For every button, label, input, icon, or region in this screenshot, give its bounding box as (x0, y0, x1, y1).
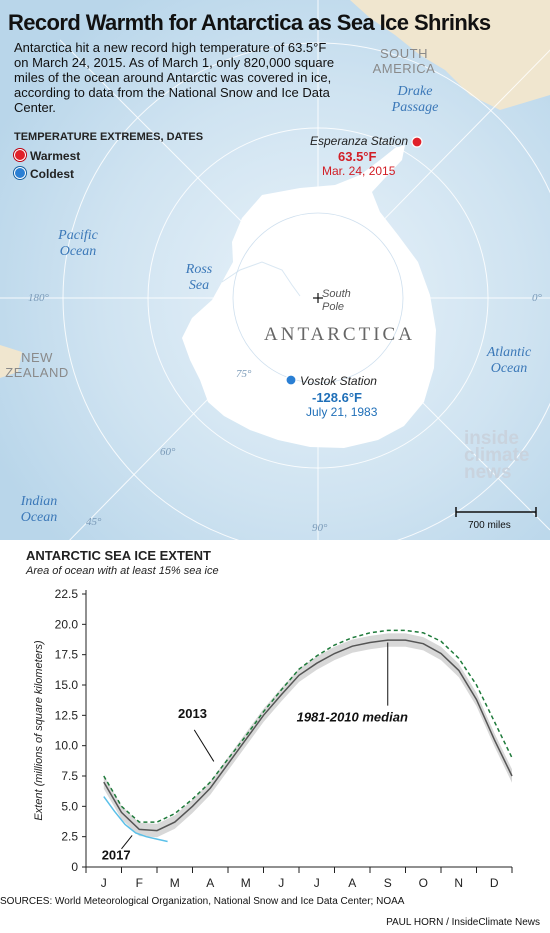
drake-passage-label: Drake Passage (391, 84, 439, 115)
degree-90-label: 90° (312, 522, 328, 534)
intro-paragraph: Antarctica hit a new record high tempera… (14, 40, 335, 115)
esperanza-station-dot (411, 136, 423, 148)
map-graphic (0, 0, 550, 540)
legend-coldest: Coldest (14, 167, 74, 181)
vostok-station-dot (285, 374, 297, 386)
legend-warmest: Warmest (14, 149, 80, 163)
indian-ocean-label: Indian Ocean (20, 494, 58, 525)
vostok-temp: -128.6°F (312, 390, 363, 405)
x-tick-label: M (170, 876, 180, 890)
x-tick-label: J (278, 876, 284, 890)
new-zealand-label: NEW ZEALAND (5, 350, 69, 380)
red-dot-icon (14, 149, 26, 161)
chart-subtitle: Area of ocean with at least 15% sea ice (26, 565, 219, 577)
y-tick-label: 0 (71, 860, 78, 874)
esperanza-date: Mar. 24, 2015 (322, 164, 396, 178)
x-tick-label: D (490, 876, 499, 890)
esperanza-station: Esperanza Station (310, 134, 408, 148)
vostok-date: July 21, 1983 (306, 405, 378, 419)
y-axis-title: Extent (millions of square kilometers) (33, 640, 45, 821)
annotation-2017: 2017 (102, 848, 131, 863)
antarctica-ice-sheet (182, 145, 436, 448)
vostok-station-name: Vostok Station (300, 374, 377, 388)
new-zealand-landmass (0, 345, 22, 378)
x-tick-label: N (454, 876, 463, 890)
x-tick-label: A (206, 876, 214, 890)
sea-ice-chart: 0 2.5 5.0 7.5 10.0 12.5 15.0 17.5 20.0 22.5 J F M A M J… (33, 587, 513, 890)
x-tick-label: M (241, 876, 251, 890)
series-line-2017 (103, 796, 168, 843)
legend-title: TEMPERATURE EXTREMES, DATES (14, 131, 204, 143)
y-tick-label: 22.5 (55, 587, 79, 601)
sources-line: SOURCES: World Meteorological Organizati… (0, 896, 405, 907)
legend-coldest-label: Coldest (30, 167, 75, 181)
south-america-landmass (350, 0, 550, 110)
degree-0-label: 0° (532, 292, 542, 304)
blue-dot-icon (14, 167, 26, 179)
scale-bar (455, 507, 537, 517)
south-pole-label: South Pole (322, 288, 351, 313)
annotation-2013: 2013 (178, 706, 207, 721)
annotation-median: 1981-2010 median (297, 709, 408, 724)
y-tick-label: 17.5 (55, 648, 79, 662)
x-tick-label: F (136, 876, 143, 890)
antarctica-map: Record Warmth for Antarctica as Sea Ice … (0, 0, 550, 540)
degree-60-label: 60° (160, 446, 176, 458)
annotation-2013-leader (193, 729, 215, 762)
y-tick-label: 20.0 (55, 617, 79, 631)
degree-45-label: 45° (86, 516, 102, 528)
x-tick-label: J (101, 876, 107, 890)
page-title: Record Warmth for Antarctica as Sea Ice … (8, 10, 491, 35)
annotation-2017-leader (121, 835, 133, 850)
x-tick-label: S (384, 876, 392, 890)
chart-title: ANTARCTIC SEA ICE EXTENT (26, 548, 211, 563)
y-tick-label: 5.0 (61, 799, 78, 813)
y-tick-label: 2.5 (61, 830, 78, 844)
x-tick-label: A (348, 876, 356, 890)
south-pole-cross (313, 293, 323, 303)
inside-climate-news-logo: inside climate news (464, 428, 530, 483)
ross-sea-label: Ross Sea (185, 262, 213, 293)
esperanza-station-name: Esperanza Station (310, 134, 409, 148)
x-tick-label: J (314, 876, 320, 890)
legend-warmest-label: Warmest (30, 149, 81, 163)
x-tick-label: O (419, 876, 428, 890)
y-tick-label: 10.0 (55, 739, 79, 753)
degree-75-label: 75° (236, 368, 252, 380)
y-tick-label: 15.0 (55, 678, 79, 692)
y-tick-label: 12.5 (55, 708, 79, 722)
atlantic-ocean-label: Atlantic Ocean (486, 345, 532, 376)
south-america-label: SOUTH AMERICA (372, 46, 436, 76)
antarctica-label: ANTARCTICA (264, 324, 415, 345)
scale-bar-label: 700 miles (468, 520, 511, 531)
degree-180-label: 180° (28, 292, 49, 304)
esperanza-temp: 63.5°F (338, 149, 377, 164)
series-band-1981-2010-median (103, 633, 513, 838)
credit-line: PAUL HORN / InsideClimate News (386, 917, 540, 928)
series-line-1981-2010-median (103, 639, 513, 832)
ice-latitude-circle (232, 212, 404, 384)
y-tick-label: 7.5 (61, 769, 78, 783)
pacific-ocean-label: Pacific Ocean (58, 228, 98, 259)
series-line-2013 (103, 629, 513, 823)
